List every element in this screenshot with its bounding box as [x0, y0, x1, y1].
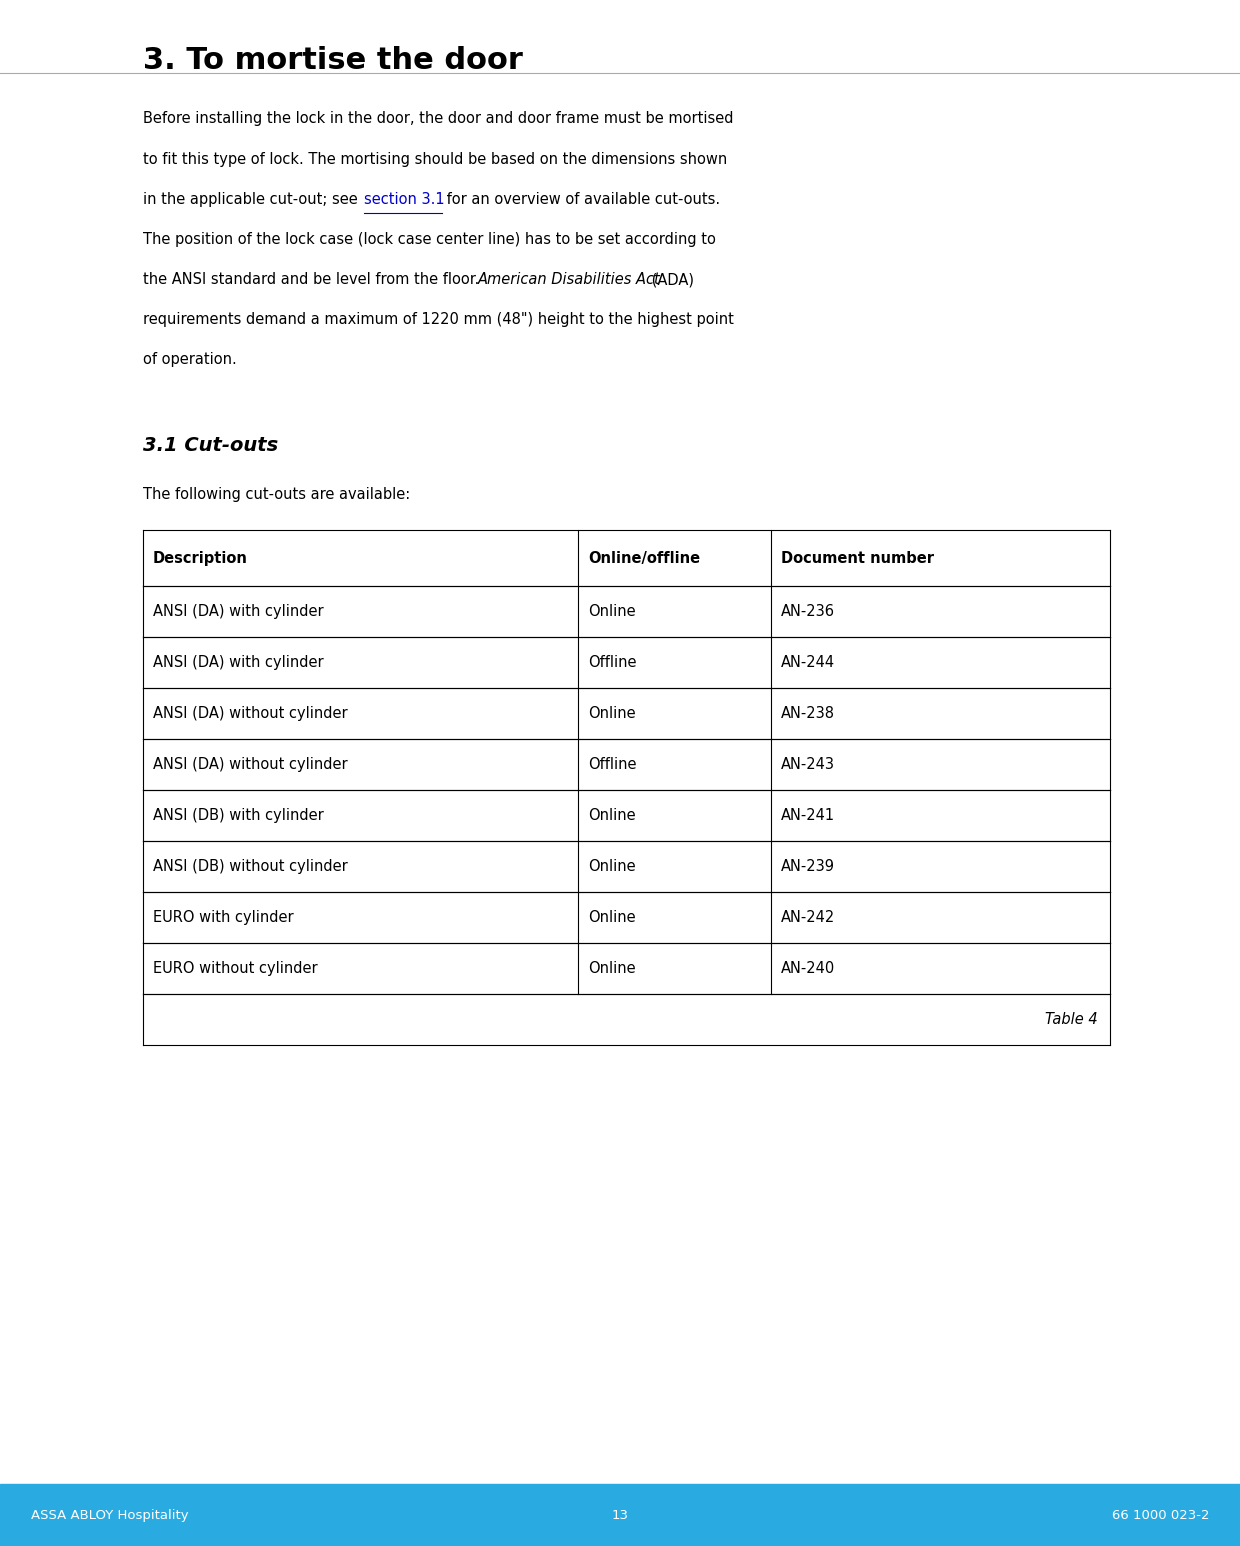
Text: of operation.: of operation.	[143, 352, 237, 368]
Text: Online: Online	[588, 809, 635, 822]
Text: Table 4: Table 4	[1045, 1013, 1097, 1027]
Text: AN-244: AN-244	[781, 656, 836, 669]
Text: Description: Description	[153, 550, 248, 566]
Text: to fit this type of lock. The mortising should be based on the dimensions shown: to fit this type of lock. The mortising …	[143, 152, 727, 167]
Text: AN-242: AN-242	[781, 911, 836, 925]
Text: ANSI (DB) without cylinder: ANSI (DB) without cylinder	[153, 860, 347, 873]
Text: AN-241: AN-241	[781, 809, 836, 822]
Text: 3. To mortise the door: 3. To mortise the door	[143, 46, 522, 76]
Text: ANSI (DA) with cylinder: ANSI (DA) with cylinder	[153, 604, 324, 618]
Text: Offline: Offline	[588, 758, 636, 771]
Text: in the applicable cut-out; see: in the applicable cut-out; see	[143, 192, 362, 207]
Text: 3.1 Cut-outs: 3.1 Cut-outs	[143, 436, 278, 455]
Text: the ANSI standard and be level from the floor.: the ANSI standard and be level from the …	[143, 272, 484, 288]
Text: for an overview of available cut-outs.: for an overview of available cut-outs.	[443, 192, 720, 207]
Text: 66 1000 023-2: 66 1000 023-2	[1111, 1509, 1209, 1521]
Text: Online: Online	[588, 707, 635, 720]
Text: ANSI (DA) with cylinder: ANSI (DA) with cylinder	[153, 656, 324, 669]
Text: AN-239: AN-239	[781, 860, 836, 873]
Text: ANSI (DB) with cylinder: ANSI (DB) with cylinder	[153, 809, 324, 822]
Text: ANSI (DA) without cylinder: ANSI (DA) without cylinder	[153, 758, 347, 771]
Text: The position of the lock case (lock case center line) has to be set according to: The position of the lock case (lock case…	[143, 232, 715, 247]
Text: AN-236: AN-236	[781, 604, 836, 618]
Text: AN-243: AN-243	[781, 758, 836, 771]
Text: section 3.1: section 3.1	[363, 192, 444, 207]
Text: Document number: Document number	[781, 550, 934, 566]
Text: ASSA ABLOY Hospitality: ASSA ABLOY Hospitality	[31, 1509, 188, 1521]
Text: ANSI (DA) without cylinder: ANSI (DA) without cylinder	[153, 707, 347, 720]
Text: 13: 13	[611, 1509, 629, 1521]
Text: Offline: Offline	[588, 656, 636, 669]
Text: Online: Online	[588, 911, 635, 925]
Text: AN-240: AN-240	[781, 962, 836, 976]
Bar	[0, 1484, 1240, 1546]
Text: Online: Online	[588, 604, 635, 618]
Text: EURO with cylinder: EURO with cylinder	[153, 911, 293, 925]
Text: requirements demand a maximum of 1220 mm (48") height to the highest point: requirements demand a maximum of 1220 mm…	[143, 312, 734, 328]
Text: Online/offline: Online/offline	[588, 550, 699, 566]
Text: Before installing the lock in the door, the door and door frame must be mortised: Before installing the lock in the door, …	[143, 111, 733, 127]
Text: Online: Online	[588, 962, 635, 976]
Text: AN-238: AN-238	[781, 707, 836, 720]
Text: American Disabilities Act: American Disabilities Act	[477, 272, 661, 288]
Text: Online: Online	[588, 860, 635, 873]
Text: The following cut-outs are available:: The following cut-outs are available:	[143, 487, 410, 502]
Text: (ADA): (ADA)	[647, 272, 693, 288]
Text: EURO without cylinder: EURO without cylinder	[153, 962, 317, 976]
